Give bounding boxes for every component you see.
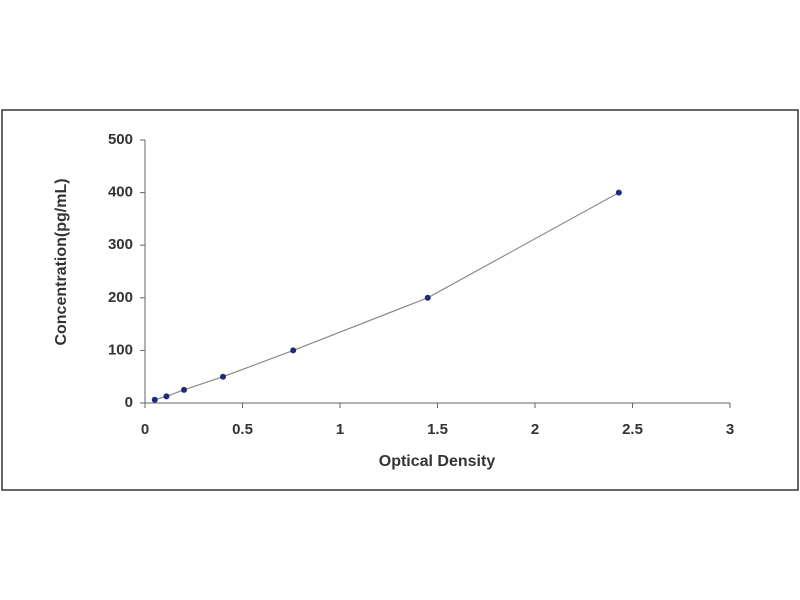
- x-tick-label: 2.5: [622, 421, 643, 438]
- data-point: [220, 373, 226, 380]
- y-tick-label: 100: [108, 341, 133, 358]
- x-tick-label: 0.5: [232, 421, 253, 438]
- x-tick-label: 0: [141, 421, 149, 438]
- chart-frame: [1, 109, 799, 491]
- y-axis-title: Concentration(pg/mL): [53, 178, 70, 345]
- y-tick-label: 0: [125, 394, 133, 411]
- data-point: [181, 386, 187, 393]
- x-tick-label: 1.5: [427, 421, 448, 438]
- data-point: [163, 393, 170, 400]
- data-point: [615, 189, 622, 196]
- y-tick-label: 300: [108, 236, 133, 253]
- y-tick-label: 200: [108, 289, 133, 306]
- data-point: [290, 347, 297, 354]
- y-tick-label: 400: [108, 184, 133, 201]
- x-tick-label: 2: [531, 421, 539, 438]
- data-point: [151, 396, 158, 403]
- y-tick-label: 500: [108, 131, 133, 148]
- x-axis-title: Optical Density: [379, 453, 496, 470]
- data-point: [424, 294, 431, 301]
- x-tick-label: 1: [336, 421, 344, 438]
- x-tick-label: 3: [726, 421, 734, 438]
